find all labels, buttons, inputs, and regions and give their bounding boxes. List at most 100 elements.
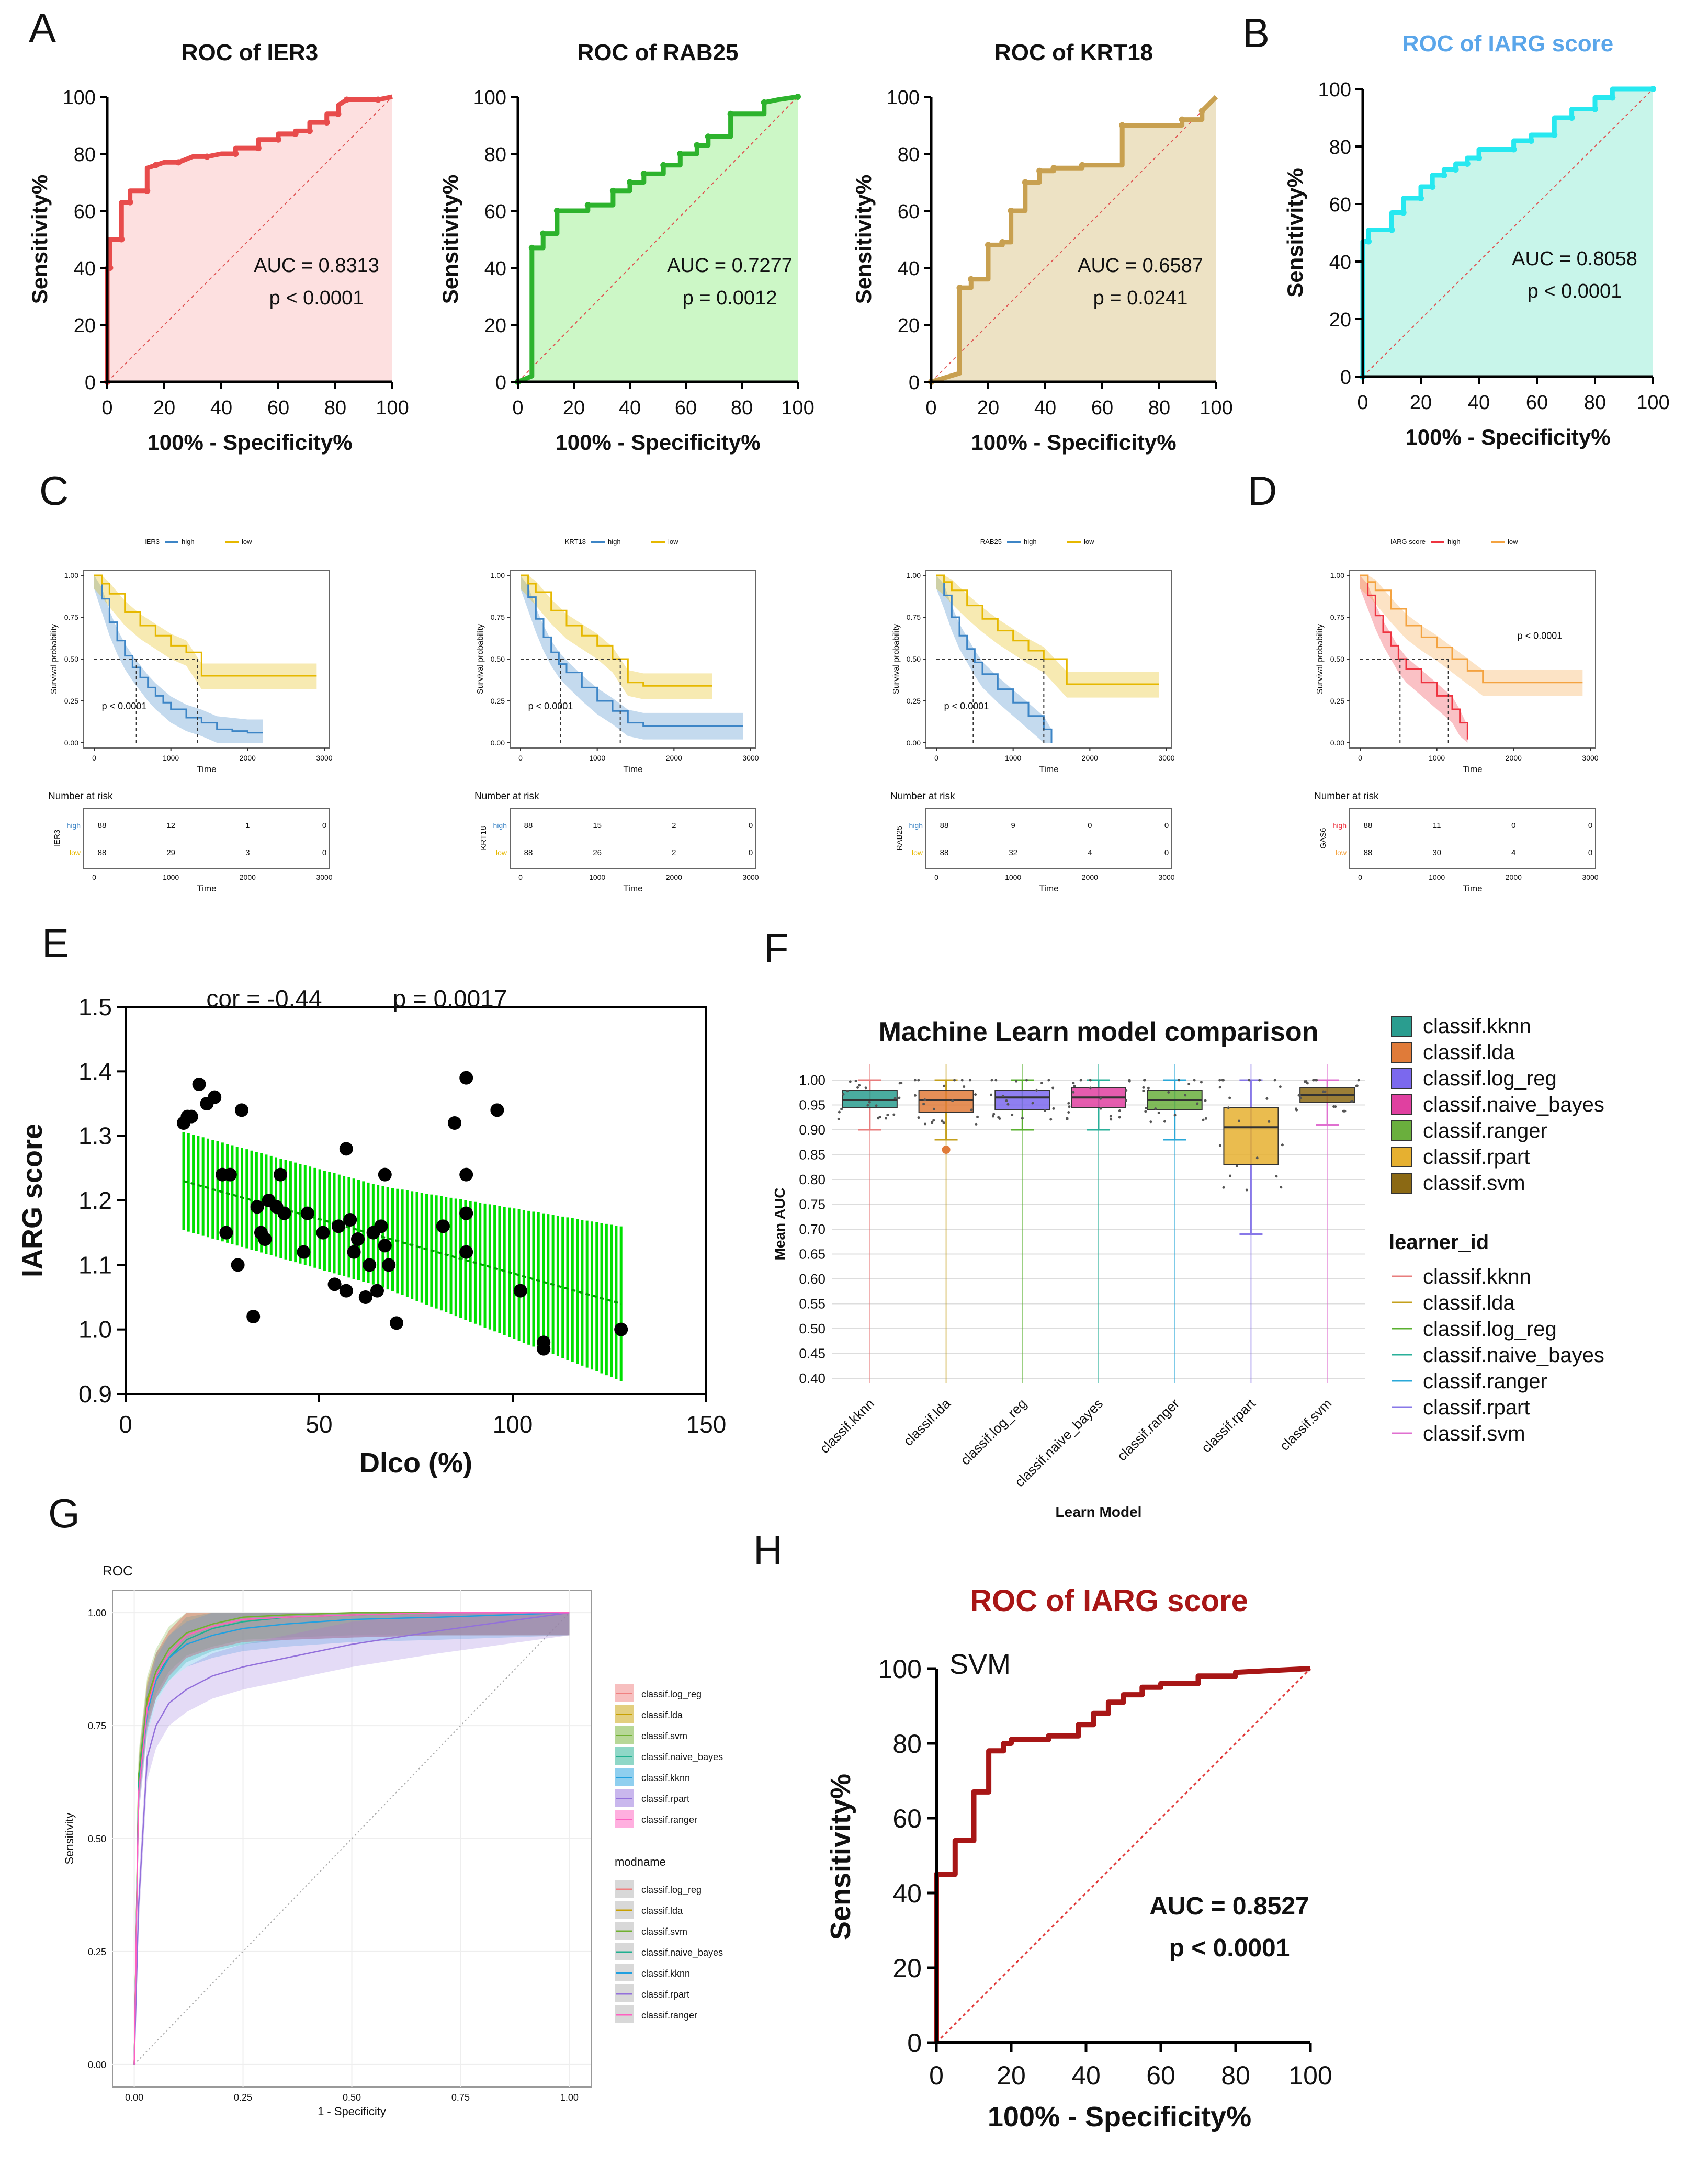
km-krt18-x-tick-label: 0 bbox=[518, 754, 523, 762]
boxplot-jitter-point bbox=[1295, 1107, 1298, 1110]
km-ier3-risk-count: 3 bbox=[245, 848, 250, 857]
roc-krt18-roc-point bbox=[1036, 167, 1043, 174]
boxplot-jitter-point bbox=[994, 1079, 998, 1082]
boxplot-jitter-point bbox=[1218, 1086, 1221, 1089]
km-iarg-risk-count: 88 bbox=[1364, 821, 1373, 830]
boxplot-jitter-point bbox=[838, 1110, 841, 1114]
km-iarg-risk-count: 30 bbox=[1432, 848, 1441, 857]
roc-ier3-roc-point bbox=[343, 96, 350, 103]
km-ier3-x-label: Time bbox=[197, 764, 216, 774]
boxplot-jitter-point bbox=[1237, 1119, 1240, 1122]
scatter-y-tick-label: 0.9 bbox=[78, 1380, 112, 1408]
roc-ier3-reference-line bbox=[107, 96, 393, 382]
km-rab25-survival-curve-high bbox=[936, 574, 1053, 743]
scatter-point bbox=[235, 1103, 248, 1117]
km-krt18-legend-title: KRT18 bbox=[565, 538, 586, 546]
scatter-y-label: IARG score bbox=[17, 1124, 48, 1277]
boxplot-jitter-point bbox=[854, 1080, 857, 1083]
roc-ier3-roc-point bbox=[306, 128, 313, 134]
km-ier3-legend-label-high: high bbox=[182, 538, 195, 546]
km-krt18-risk-count: 0 bbox=[749, 821, 753, 830]
roc-rab25-y-tick-label: 40 bbox=[484, 258, 506, 280]
roc-krt18-title: ROC of KRT18 bbox=[994, 40, 1153, 65]
roc-ier3-x-tick-label: 60 bbox=[267, 397, 289, 419]
boxplot-jitter-point bbox=[960, 1079, 964, 1082]
roc-ier3-roc-point bbox=[255, 145, 262, 152]
boxplot-x-tick-label: classif.log_reg bbox=[957, 1396, 1030, 1468]
boxplot-jitter-point bbox=[1021, 1117, 1024, 1120]
km-ier3-x-tick-label: 1000 bbox=[163, 754, 179, 762]
scatter-point bbox=[246, 1310, 261, 1323]
boxplot-jitter-point bbox=[1149, 1120, 1152, 1124]
scatter-point bbox=[382, 1258, 396, 1272]
km-iarg-risk-count: 88 bbox=[1364, 848, 1373, 857]
panel-label-d: D bbox=[1248, 468, 1277, 514]
km-krt18-y-tick-label: 0.50 bbox=[491, 655, 505, 663]
boxplot-jitter-point bbox=[1167, 1091, 1170, 1094]
km-krt18-risk-group-low: low bbox=[496, 848, 507, 857]
multi-roc-ci-band-classif.svm bbox=[134, 1613, 570, 2065]
roc-svm-x-tick-label: 100 bbox=[1288, 2061, 1332, 2090]
roc-iarg-roc-point bbox=[1418, 195, 1424, 201]
boxplot-legend-line-label: classif.naive_bayes bbox=[1423, 1344, 1604, 1367]
roc-rab25-y-tick-label: 80 bbox=[484, 144, 506, 166]
roc-iarg-roc-point bbox=[1388, 226, 1395, 233]
km-iarg-risk-count: 0 bbox=[1511, 821, 1515, 830]
km-iarg-x-label: Time bbox=[1463, 764, 1482, 774]
boxplot-jitter-point bbox=[856, 1086, 859, 1089]
km-krt18-p-value: p < 0.0001 bbox=[528, 701, 573, 711]
boxplot-jitter-point bbox=[1125, 1088, 1128, 1092]
km-ier3-y-tick-label: 0.50 bbox=[64, 655, 78, 663]
km-iarg-x-tick-label: 2000 bbox=[1506, 754, 1522, 762]
km-krt18-y-tick-label: 1.00 bbox=[491, 571, 505, 580]
boxplot-legend-fill-swatch bbox=[1391, 1147, 1412, 1167]
boxplot-jitter-point bbox=[970, 1108, 973, 1112]
boxplot-x-tick-label: classif.kknn bbox=[817, 1396, 877, 1456]
roc-rab25-roc-point bbox=[528, 244, 535, 251]
boxplot-jitter-point bbox=[1154, 1107, 1157, 1110]
roc-krt18-roc-point bbox=[999, 239, 1006, 245]
roc-krt18-y-tick-label: 20 bbox=[898, 315, 920, 337]
km-krt18-y-tick-label: 0.25 bbox=[491, 697, 505, 705]
multi-roc-ci-band-classif.naive_bayes bbox=[134, 1613, 570, 2065]
boxplot-box-classif.kknn bbox=[842, 1090, 898, 1108]
km-krt18-risk-count: 88 bbox=[524, 821, 533, 830]
roc-krt18-x-tick-label: 80 bbox=[1148, 397, 1170, 419]
roc-ier3-roc-point bbox=[203, 153, 210, 160]
boxplot-legend-line-label: classif.svm bbox=[1423, 1422, 1525, 1445]
km-rab25-risk-title: Number at risk bbox=[890, 791, 955, 802]
roc-rab25-x-label: 100% - Specificity% bbox=[555, 430, 760, 455]
km-ier3-risk-x-tick-label: 0 bbox=[92, 873, 96, 881]
boxplot-y-tick-label: 0.95 bbox=[799, 1097, 825, 1113]
km-rab25-risk-group-high: high bbox=[909, 821, 923, 830]
km-rab25-x-label: Time bbox=[1039, 764, 1058, 774]
roc-iarg-x-tick-label: 100 bbox=[1636, 392, 1669, 414]
boxplot-jitter-point bbox=[1268, 1120, 1271, 1123]
roc-ier3-y-tick-label: 80 bbox=[74, 144, 96, 166]
scatter-point bbox=[459, 1245, 473, 1259]
boxplot-y-tick-label: 0.80 bbox=[799, 1172, 825, 1187]
boxplot-jitter-point bbox=[1066, 1118, 1069, 1121]
boxplot-jitter-point bbox=[846, 1090, 849, 1093]
km-krt18-risk-x-tick-label: 3000 bbox=[742, 873, 759, 881]
scatter-point bbox=[614, 1322, 628, 1336]
scatter-point bbox=[347, 1245, 361, 1259]
boxplot-jitter-point bbox=[1051, 1086, 1055, 1090]
boxplot-x-tick-label: classif.ranger bbox=[1114, 1396, 1182, 1464]
km-krt18-risk-count: 15 bbox=[593, 821, 602, 830]
km-ier3-risk-title: Number at risk bbox=[48, 791, 113, 802]
km-iarg-risk-count: 0 bbox=[1588, 848, 1592, 857]
km-iarg-x-tick-label: 3000 bbox=[1582, 754, 1598, 762]
boxplot-jitter-point bbox=[1265, 1097, 1269, 1100]
boxplot-jitter-point bbox=[941, 1119, 944, 1122]
multi-roc-x-tick-label: 0.50 bbox=[343, 2092, 361, 2103]
boxplot-jitter-point bbox=[917, 1116, 920, 1119]
panel-label-e: E bbox=[42, 920, 69, 966]
km-iarg-x-tick-label: 1000 bbox=[1429, 754, 1445, 762]
km-krt18-risk-count: 0 bbox=[749, 848, 753, 857]
boxplot-jitter-point bbox=[1157, 1111, 1160, 1114]
boxplot-jitter-point bbox=[878, 1115, 881, 1118]
scatter-point bbox=[537, 1342, 551, 1356]
km-krt18-x-label: Time bbox=[623, 764, 642, 774]
roc-ier3-p-label: p < 0.0001 bbox=[269, 287, 364, 309]
